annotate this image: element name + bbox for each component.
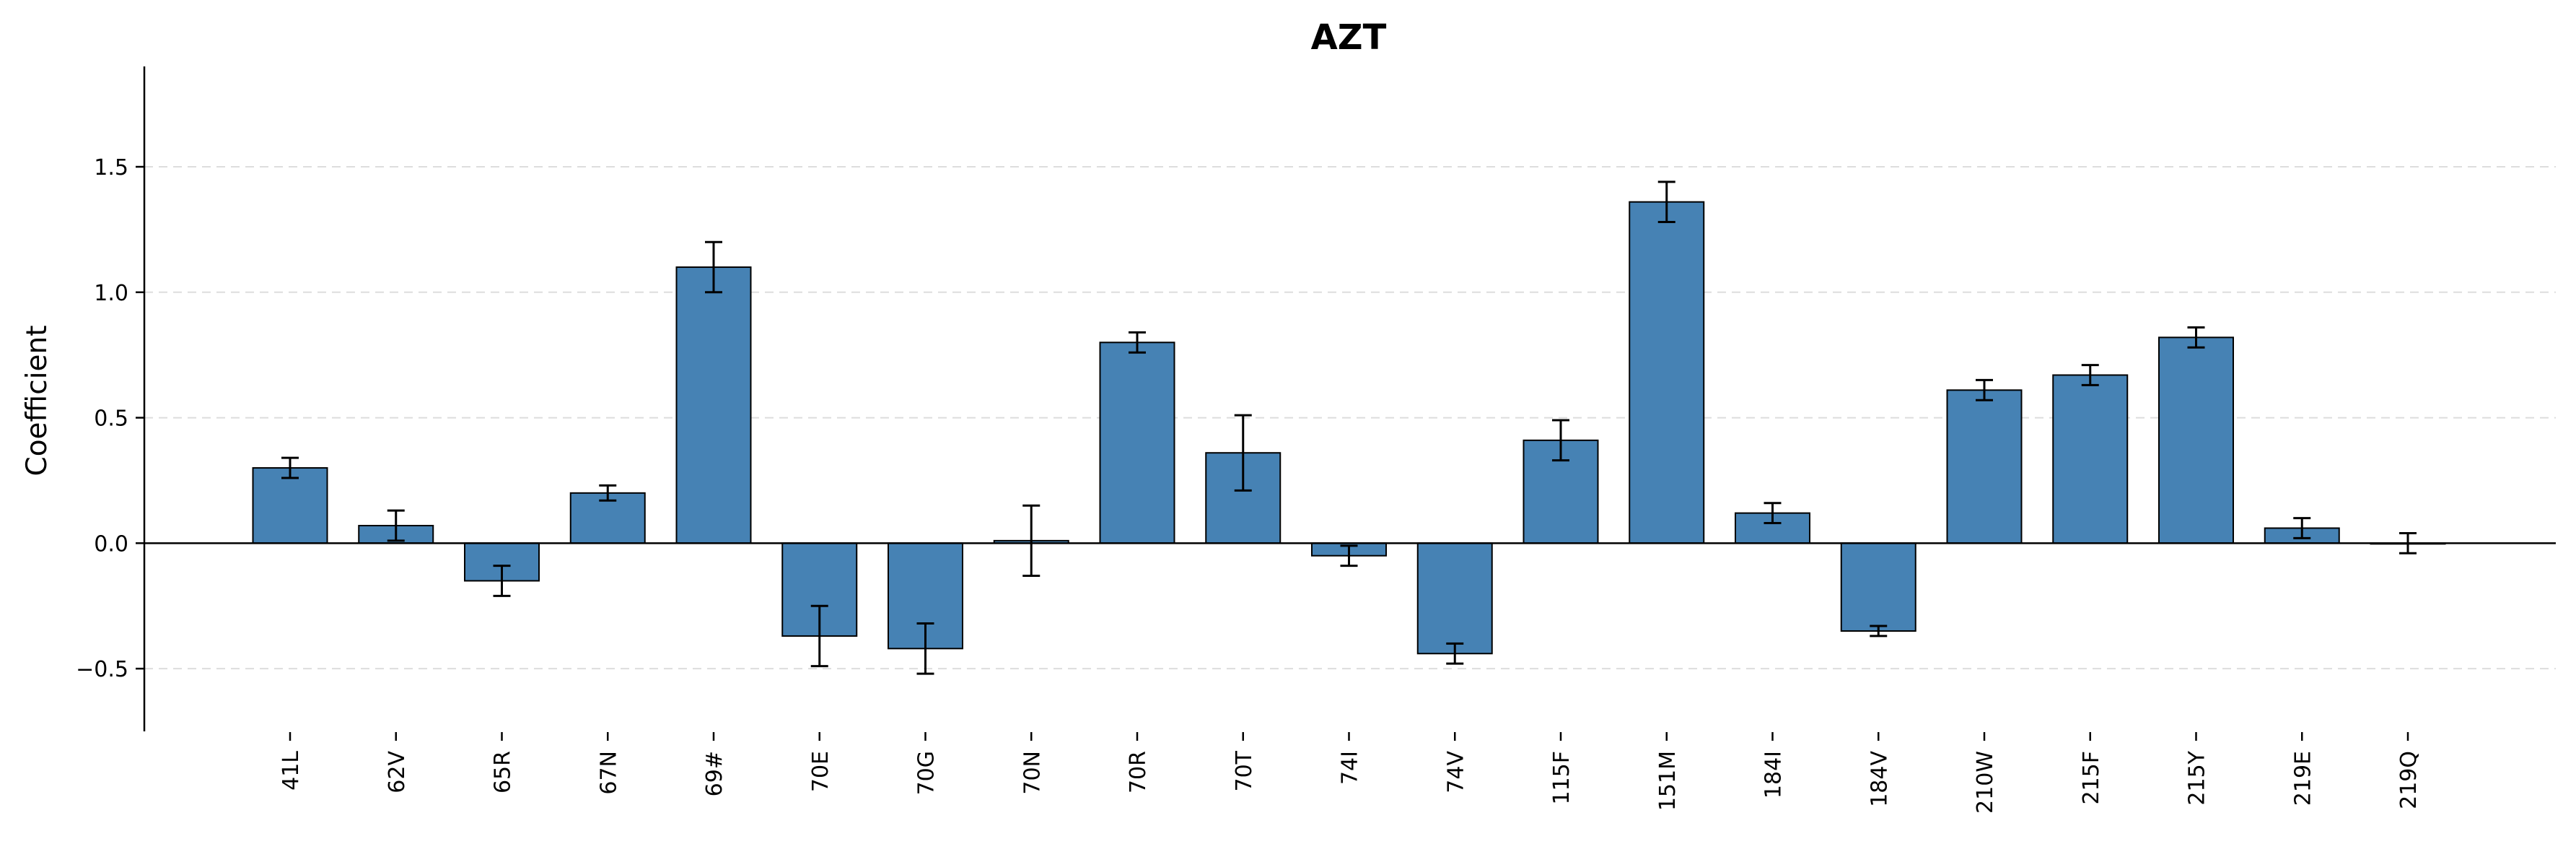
grid-lines <box>144 166 2556 670</box>
x-tick-label-70G: 70G <box>914 751 939 795</box>
y-axis-ticks: −0.5 0.0 0.5 1.0 1.5 <box>76 155 144 682</box>
y-tick-label: −0.5 <box>76 657 128 682</box>
bar-184V <box>1840 542 1916 632</box>
x-tick-label-219E: 219E <box>2290 751 2316 806</box>
x-tick-label-62V: 62V <box>385 751 410 793</box>
bar-41L <box>252 467 328 544</box>
bar-151M <box>1629 201 1705 544</box>
x-tick-label-215F: 215F <box>2079 751 2104 805</box>
y-axis-title: Coefficient <box>21 325 53 476</box>
error-bars <box>281 180 2417 675</box>
y-tick-label: 0.5 <box>94 406 128 432</box>
x-tick-label-210W: 210W <box>1973 751 1998 814</box>
x-tick-label-74V: 74V <box>1443 751 1468 793</box>
bar-series <box>252 201 2446 655</box>
x-tick-label-70N: 70N <box>1020 751 1045 795</box>
chart-title: AZT <box>1311 17 1387 58</box>
x-tick-label-65R: 65R <box>491 751 516 793</box>
x-tick-label-74I: 74I <box>1338 751 1363 785</box>
y-tick-label: 1.0 <box>94 281 128 306</box>
x-tick-label-115F: 115F <box>1549 751 1574 805</box>
x-tick-label-151M: 151M <box>1655 751 1681 811</box>
y-tick-label: 1.5 <box>94 155 128 180</box>
bar-69# <box>675 266 752 544</box>
y-tick-label: 0.0 <box>94 531 128 557</box>
x-tick-label-69#: 69# <box>702 751 727 796</box>
x-tick-label-184I: 184I <box>1761 751 1787 799</box>
x-tick-label-67N: 67N <box>596 751 621 795</box>
x-tick-label-70R: 70R <box>1126 751 1151 793</box>
bar-70R <box>1099 341 1175 544</box>
x-tick-label-70T: 70T <box>1232 750 1257 791</box>
x-tick-label-219Q: 219Q <box>2396 751 2422 809</box>
x-tick-label-215Y: 215Y <box>2185 750 2210 805</box>
x-axis-ticks: 41L 62V 65R 67N 69# 70E 70G 70N 70R 70T 74I 74V 115F… <box>279 732 2422 814</box>
x-tick-label-70E: 70E <box>808 751 833 792</box>
bar-215F <box>2052 374 2129 544</box>
bar-74V <box>1416 542 1493 655</box>
bar-210W <box>1946 389 2023 544</box>
x-tick-label-184V: 184V <box>1867 751 1892 807</box>
bar-215Y <box>2158 336 2234 544</box>
axes <box>143 66 2556 731</box>
x-tick-label-41L: 41L <box>279 751 304 791</box>
